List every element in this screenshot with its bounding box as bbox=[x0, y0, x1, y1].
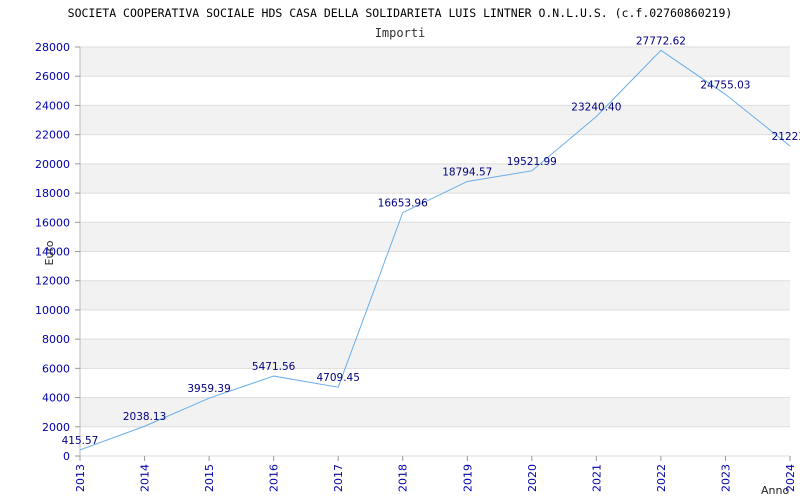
grid-band bbox=[80, 105, 790, 135]
data-label: 19521.99 bbox=[507, 156, 557, 168]
data-label: 4709.45 bbox=[316, 372, 359, 384]
y-tick-label: 18000 bbox=[35, 187, 70, 200]
grid-lines bbox=[79, 46, 790, 457]
y-tick-label: 24000 bbox=[35, 99, 70, 112]
y-tick-label: 10000 bbox=[35, 304, 70, 317]
series-line bbox=[79, 49, 791, 451]
data-labels: 415.57 2038.13 3959.39 5471.56 4709.45 16653.… bbox=[62, 35, 800, 447]
data-label: 18794.57 bbox=[442, 166, 492, 178]
x-tick-label: 2018 bbox=[397, 464, 410, 492]
y-axis-title: Euro bbox=[43, 240, 56, 265]
data-label: 415.57 bbox=[62, 435, 99, 447]
x-tick-label: 2016 bbox=[268, 464, 281, 492]
x-tick-label: 2017 bbox=[332, 464, 345, 492]
y-tick-label: 12000 bbox=[35, 275, 70, 288]
grid-bands bbox=[80, 47, 790, 427]
grid-band bbox=[80, 280, 790, 310]
grid-band bbox=[80, 163, 790, 194]
x-tick-label: 2020 bbox=[526, 464, 539, 492]
y-tick-label: 14000 bbox=[35, 246, 70, 259]
data-label: 24755.03 bbox=[700, 79, 750, 91]
grid-band bbox=[80, 397, 790, 427]
x-tick-label: 2022 bbox=[655, 464, 668, 492]
x-tick-label: 2019 bbox=[461, 464, 474, 492]
data-label: 2038.13 bbox=[123, 411, 166, 423]
x-tick-label: 2021 bbox=[590, 464, 603, 492]
y-tick-label: 0 bbox=[63, 450, 70, 463]
y-tick-label: 6000 bbox=[42, 362, 70, 375]
y-tick-label: 2000 bbox=[42, 421, 70, 434]
y-tick-label: 26000 bbox=[35, 70, 70, 83]
x-axis-title: Anno bbox=[761, 484, 789, 497]
y-axis-ticks: 0 2000 4000 6000 8000 10000 12000 14000 16000 180… bbox=[35, 41, 80, 463]
data-label: 16653.96 bbox=[378, 198, 428, 210]
chart-title: SOCIETA COOPERATIVA SOCIALE HDS CASA DEL… bbox=[68, 6, 733, 20]
y-tick-label: 8000 bbox=[42, 333, 70, 346]
data-label: 27772.62 bbox=[636, 35, 686, 47]
x-tick-label: 2013 bbox=[74, 464, 87, 492]
data-label: 3959.39 bbox=[187, 383, 230, 395]
data-label: 5471.56 bbox=[252, 361, 296, 373]
y-tick-label: 4000 bbox=[42, 392, 70, 405]
data-label: 21223. bbox=[772, 131, 800, 143]
x-tick-label: 2024 bbox=[784, 464, 797, 492]
x-tick-label: 2023 bbox=[719, 464, 732, 492]
x-tick-label: 2014 bbox=[139, 464, 152, 492]
y-tick-label: 28000 bbox=[35, 41, 70, 54]
y-tick-label: 20000 bbox=[35, 158, 70, 171]
x-tick-label: 2015 bbox=[203, 464, 216, 492]
y-tick-label: 16000 bbox=[35, 216, 70, 229]
x-axis-ticks: 2013 2014 2015 2016 2017 2018 2019 2020 2021 2022… bbox=[74, 456, 797, 492]
grid-band bbox=[80, 47, 790, 77]
grid-band bbox=[80, 339, 790, 369]
y-tick-label: 22000 bbox=[35, 129, 70, 142]
data-label: 23240.40 bbox=[571, 102, 621, 114]
grid-band bbox=[80, 222, 790, 252]
chart-subtitle: Importi bbox=[375, 26, 426, 40]
